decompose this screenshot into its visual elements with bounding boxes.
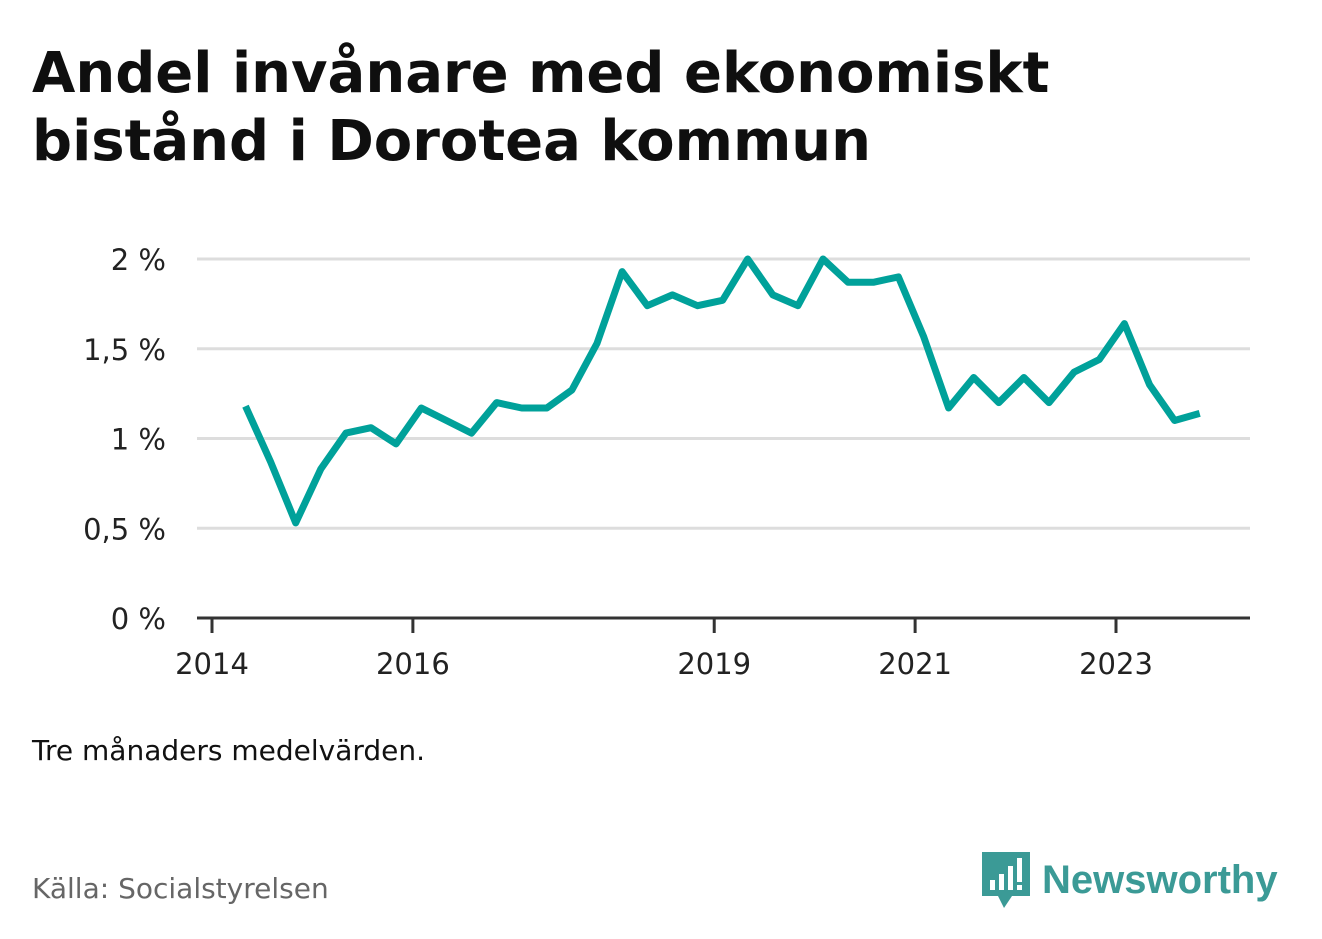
brand-name: Newsworthy xyxy=(1042,857,1278,902)
newsworthy-logo-icon xyxy=(982,852,1030,908)
chart-title: Andel invånare med ekonomiskt bistånd i … xyxy=(32,41,1050,174)
grid-lines xyxy=(197,257,1250,530)
x-tick-label: 2016 xyxy=(376,647,450,681)
y-tick-label: 0 % xyxy=(111,602,166,636)
y-axis: 0 % 0,5 % 1 % 1,5 % 2 % xyxy=(83,243,166,636)
series-line xyxy=(242,255,1201,527)
brand-logo: Newsworthy xyxy=(980,850,1278,910)
x-tick-label: 2023 xyxy=(1079,647,1153,681)
y-tick-label: 0,5 % xyxy=(83,512,166,546)
x-axis: 2014 2016 2019 2021 2023 xyxy=(175,618,1153,681)
x-tick-label: 2021 xyxy=(878,647,952,681)
chart-note: Tre månaders medelvärden. xyxy=(32,734,426,767)
x-tick-label: 2014 xyxy=(175,647,249,681)
x-tick-label: 2019 xyxy=(677,647,751,681)
y-tick-label: 1 % xyxy=(111,423,166,457)
y-tick-label: 1,5 % xyxy=(83,333,166,367)
series xyxy=(242,255,1201,527)
y-tick-label: 2 % xyxy=(111,243,166,277)
source-credit: Källa: Socialstyrelsen xyxy=(32,872,329,905)
